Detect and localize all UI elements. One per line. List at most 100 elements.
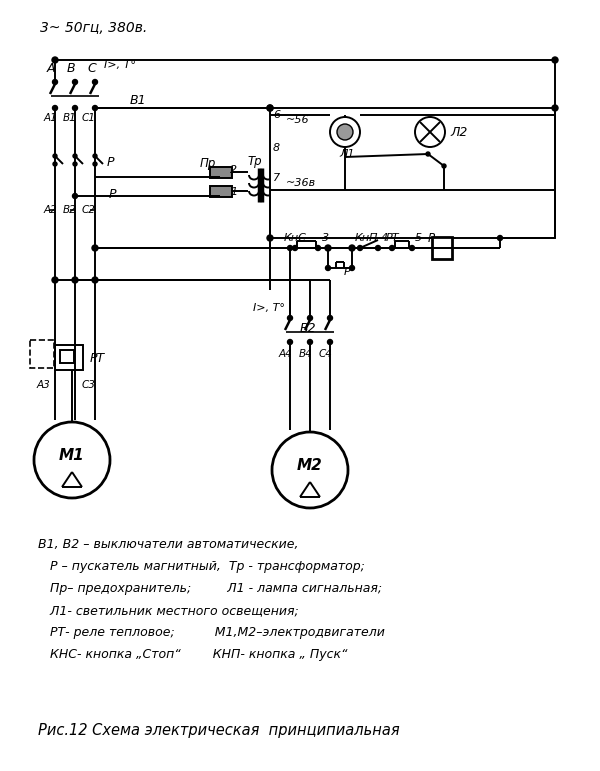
Circle shape: [328, 339, 332, 345]
Circle shape: [552, 57, 558, 63]
Bar: [60, 350, 74, 363]
Circle shape: [287, 315, 293, 321]
Bar: [432, 237, 452, 259]
Circle shape: [426, 152, 430, 156]
Circle shape: [409, 245, 415, 251]
Text: РТ- реле тепловое;          М1,М2–электродвигатели: РТ- реле тепловое; М1,М2–электродвигател…: [38, 626, 385, 639]
Text: C2: C2: [82, 205, 96, 215]
Circle shape: [34, 422, 110, 498]
Text: КНС- кнопка „Стоп“        КНП- кнопка „ Пуск“: КНС- кнопка „Стоп“ КНП- кнопка „ Пуск“: [38, 648, 347, 661]
Circle shape: [330, 117, 360, 147]
Circle shape: [72, 277, 78, 283]
Text: Рис.12 Схема электрическая  принципиальная: Рис.12 Схема электрическая принципиальна…: [38, 722, 400, 738]
Text: В1: В1: [63, 113, 77, 123]
Circle shape: [92, 79, 97, 85]
Text: C: C: [87, 62, 96, 75]
Circle shape: [349, 265, 355, 271]
Circle shape: [92, 106, 97, 110]
Text: Тр: Тр: [248, 156, 263, 169]
Text: 7: 7: [273, 173, 280, 183]
Bar: [210, 186, 232, 197]
Circle shape: [73, 194, 77, 198]
Circle shape: [376, 245, 380, 251]
Circle shape: [272, 432, 348, 508]
Text: ~36в: ~36в: [286, 178, 316, 188]
Text: 6: 6: [273, 110, 280, 120]
Circle shape: [308, 339, 313, 345]
Text: РТ: РТ: [90, 352, 105, 365]
Text: I>, T°: I>, T°: [104, 60, 136, 70]
Circle shape: [92, 245, 98, 251]
Text: 3: 3: [322, 233, 329, 243]
Text: B: B: [67, 62, 76, 75]
Text: 5: 5: [415, 233, 422, 243]
Text: В2: В2: [63, 205, 77, 215]
Text: Пр– предохранитель;         Л1 - лампа сигнальная;: Пр– предохранитель; Л1 - лампа сигнальна…: [38, 582, 382, 595]
Text: РТ: РТ: [386, 233, 400, 243]
Bar: [55, 345, 83, 370]
Circle shape: [358, 245, 362, 251]
Circle shape: [73, 106, 77, 110]
Circle shape: [73, 162, 77, 166]
Circle shape: [52, 277, 58, 283]
Circle shape: [325, 245, 331, 251]
Circle shape: [93, 154, 97, 158]
Circle shape: [497, 235, 503, 241]
Circle shape: [287, 339, 293, 345]
Bar: [210, 167, 232, 178]
Text: P: P: [428, 231, 435, 244]
Text: Л1- светильник местного освещения;: Л1- светильник местного освещения;: [38, 604, 299, 617]
Text: Пр: Пр: [200, 157, 217, 170]
Text: 3~ 50гц, 380в.: 3~ 50гц, 380в.: [40, 21, 147, 35]
Circle shape: [308, 315, 313, 321]
Text: В1: В1: [130, 95, 146, 107]
Circle shape: [73, 79, 77, 85]
Text: P: P: [109, 188, 116, 201]
Text: P: P: [107, 156, 115, 169]
Text: 1: 1: [230, 187, 237, 197]
Text: 8: 8: [273, 143, 280, 153]
Text: 4: 4: [381, 233, 388, 243]
Circle shape: [287, 245, 293, 251]
Text: A3: A3: [37, 380, 51, 390]
Circle shape: [328, 315, 332, 321]
Circle shape: [267, 105, 273, 111]
Circle shape: [52, 57, 58, 63]
Bar: [30, 340, 54, 368]
Text: ~56: ~56: [286, 115, 310, 125]
Text: M2: M2: [297, 457, 323, 473]
Text: В4: В4: [299, 349, 313, 359]
Bar: [270, 108, 555, 238]
Text: C4: C4: [319, 349, 333, 359]
Text: Р – пускатель магнитный,  Тр - трансформатор;: Р – пускатель магнитный, Тр - трансформа…: [38, 560, 365, 573]
Circle shape: [552, 105, 558, 111]
Text: 2: 2: [230, 165, 237, 175]
Circle shape: [92, 277, 98, 283]
Text: P: P: [344, 267, 351, 277]
Text: Л2: Л2: [450, 126, 467, 139]
Circle shape: [325, 265, 331, 271]
Circle shape: [93, 162, 97, 166]
Text: КнС: КнС: [284, 233, 307, 243]
Circle shape: [293, 245, 298, 251]
Text: В1, В2 – выключатели автоматические,: В1, В2 – выключатели автоматические,: [38, 538, 299, 551]
Text: M1: M1: [59, 447, 85, 463]
Circle shape: [337, 124, 353, 140]
Text: C3: C3: [82, 380, 96, 390]
Circle shape: [389, 245, 395, 251]
Text: A1: A1: [44, 113, 58, 123]
Text: Л1: Л1: [339, 149, 355, 159]
Circle shape: [442, 164, 446, 168]
Circle shape: [53, 162, 57, 166]
Text: A: A: [47, 62, 56, 75]
Circle shape: [349, 245, 355, 251]
Text: C1: C1: [82, 113, 96, 123]
Circle shape: [267, 235, 273, 241]
Text: КнП: КнП: [355, 233, 379, 243]
Circle shape: [267, 105, 273, 111]
Circle shape: [73, 154, 77, 158]
Circle shape: [53, 106, 58, 110]
Text: A2: A2: [44, 205, 58, 215]
Text: В2: В2: [300, 322, 317, 335]
Circle shape: [316, 245, 320, 251]
